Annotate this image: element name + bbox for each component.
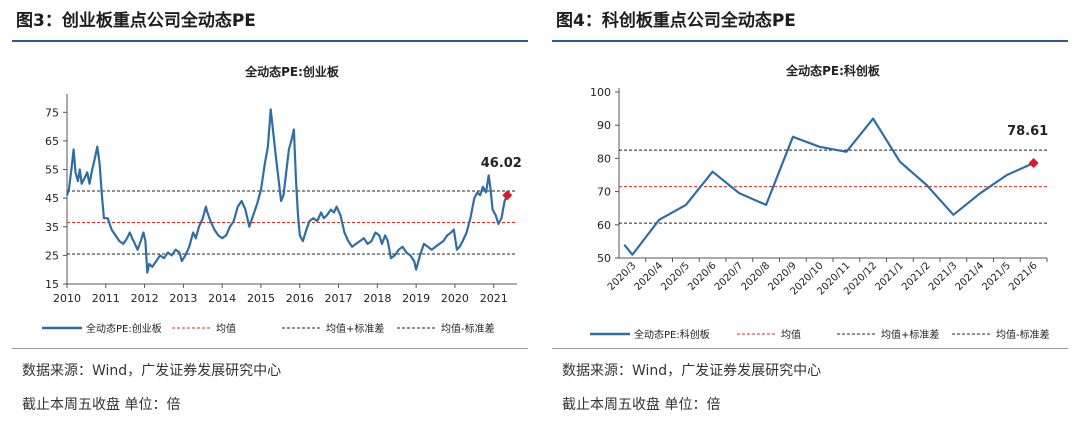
right-y-tick-label: 70: [597, 186, 611, 199]
right-x-tick-label: 2021/4: [954, 260, 987, 293]
left-y-tick-label: 75: [45, 106, 59, 119]
right-note-text: 截止本周五收盘 单位：倍: [562, 397, 721, 413]
right-x-tick-label: 2021/1: [873, 260, 906, 293]
right-figure-title: 图4：科创板重点公司全动态PE: [556, 11, 796, 31]
right-title-divider: [552, 40, 1068, 42]
left-x-tick-label: 2016: [286, 292, 314, 305]
right-legend-label-2: 均值+标准差: [881, 328, 939, 341]
left-x-tick-label: 2010: [53, 292, 81, 305]
right-y-tick-label: 90: [597, 119, 611, 132]
left-y-tick-label: 55: [45, 164, 59, 177]
left-x-tick-label: 2013: [169, 292, 197, 305]
right-y-tick-label: 80: [597, 152, 611, 165]
right-x-tick-label: 2020/6: [686, 260, 719, 293]
right-x-tick-label: 2020/5: [659, 260, 692, 293]
left-source-text: 数据来源：Wind，广发证券发展研究中心: [22, 363, 282, 379]
right-legend-label-0: 全动态PE:科创板: [634, 328, 710, 341]
left-x-tick-label: 2011: [92, 292, 120, 305]
left-x-tick-label: 2017: [325, 292, 353, 305]
left-y-tick-label: 35: [45, 221, 59, 234]
right-legend-label-3: 均值-标准差: [996, 328, 1050, 341]
right-x-tick-label: 2021/6: [1007, 260, 1040, 293]
right-series-line: [623, 117, 1035, 256]
right-x-tick-label: 2020/4: [633, 260, 666, 293]
left-x-tick-label: 2020: [441, 292, 469, 305]
right-chart: 全动态PE:科创板 50 60 70 80 90 100 2020/32020/42020/5…: [590, 63, 1050, 341]
right-y-tick-label: 50: [597, 252, 611, 265]
left-source-divider: [12, 348, 528, 349]
right-x-tick-label: 2021/5: [980, 260, 1013, 293]
right-y-tick-label: 100: [590, 86, 611, 99]
left-y-tick-label: 25: [45, 249, 59, 262]
left-figure-panel: 图3：创业板重点公司全动态PE 全动态PE:创业板 15 25 35 45 55 65 75 2…: [12, 0, 532, 428]
right-x-tick-label: 2021/2: [900, 260, 933, 293]
left-legend-label-2: 均值+标准差: [326, 322, 384, 335]
left-figure-title: 图3：创业板重点公司全动态PE: [16, 11, 256, 31]
left-legend-label-3: 均值-标准差: [441, 322, 495, 335]
right-last-point-marker: [1028, 158, 1039, 169]
left-x-tick-label: 2012: [131, 292, 159, 305]
right-figure-panel: 图4：科创板重点公司全动态PE 全动态PE:科创板 50 60 70 80 90 100 20…: [552, 0, 1072, 428]
right-legend-label-1: 均值: [781, 328, 801, 341]
left-note-text: 截止本周五收盘 单位：倍: [22, 397, 181, 413]
left-x-tick-label: 2015: [247, 292, 275, 305]
left-x-tick-label: 2021: [480, 292, 508, 305]
left-x-tick-label: 2018: [363, 292, 391, 305]
left-legend-label-0: 全动态PE:创业板: [86, 322, 162, 335]
right-x-tick-label: 2020/3: [606, 260, 639, 293]
right-last-value-label: 78.61: [1007, 124, 1048, 139]
left-last-point-marker: [502, 190, 513, 201]
left-y-tick-label: 65: [45, 135, 59, 148]
left-x-tick-label: 2019: [402, 292, 430, 305]
left-legend-label-1: 均值: [216, 322, 236, 335]
right-x-tick-label: 2020/8: [740, 260, 773, 293]
left-chart: 全动态PE:创业板 15 25 35 45 55 65 75 2010 2011 2012 2013 2…: [42, 64, 522, 335]
left-x-tick-label: 2014: [208, 292, 236, 305]
left-last-value-label: 46.02: [481, 156, 522, 171]
right-y-tick-label: 60: [597, 219, 611, 232]
left-title-divider: [12, 40, 528, 42]
left-y-tick-label: 45: [45, 192, 59, 205]
left-series-line: [65, 108, 509, 274]
right-chart-title: 全动态PE:科创板: [785, 63, 881, 78]
left-chart-title: 全动态PE:创业板: [244, 64, 340, 79]
right-source-divider: [552, 348, 1068, 349]
left-y-tick-label: 15: [45, 278, 59, 291]
right-x-tick-label: 2021/3: [927, 260, 960, 293]
right-x-tick-label: 2020/7: [713, 260, 746, 293]
right-source-text: 数据来源：Wind，广发证券发展研究中心: [562, 363, 822, 379]
